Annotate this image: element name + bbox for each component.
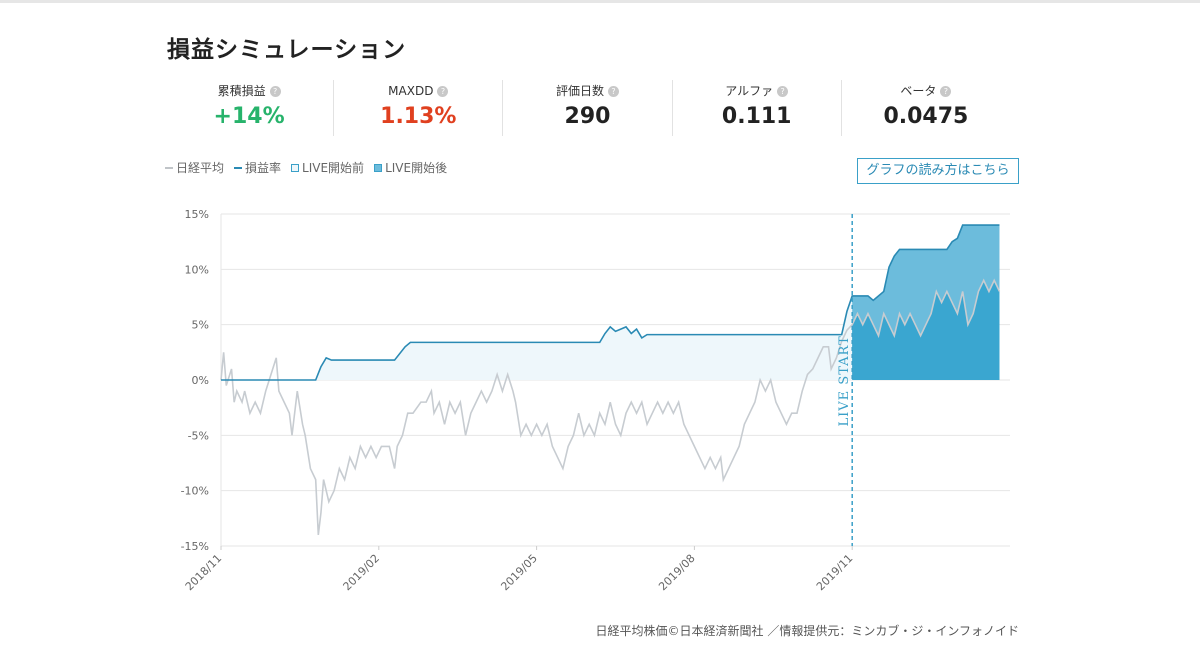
pre-live-area [221, 295, 853, 380]
y-tick-label: 10% [185, 263, 209, 276]
legend-item-nikkei[interactable]: 日経平均 [165, 159, 224, 176]
stat-value: +14% [213, 104, 285, 129]
stat-maxdd: MAXDD? 1.13% [333, 80, 502, 136]
stat-value: 0.111 [721, 104, 792, 129]
help-icon[interactable]: ? [437, 86, 449, 97]
stat-label: 累積損益 [217, 84, 266, 98]
legend-label: LIVE開始後 [385, 161, 448, 175]
legend-swatch [291, 163, 300, 172]
top-border [0, 0, 1200, 3]
x-tick-label: 2019/05 [498, 552, 540, 594]
page-title: 損益シミュレーション [167, 37, 407, 63]
stat-alpha: アルファ? 0.111 [671, 80, 841, 136]
help-icon[interactable]: ? [269, 86, 281, 97]
y-tick-label: 5% [192, 319, 209, 332]
legend-label: 損益率 [245, 161, 282, 175]
y-tick-label: -5% [188, 429, 209, 442]
post-live-benchmark-area [852, 280, 1000, 380]
stat-value: 290 [564, 104, 611, 129]
x-tick-label: 2019/11 [814, 552, 856, 594]
legend-item-profit-rate[interactable]: 損益率 [234, 159, 281, 176]
y-tick-label: 0% [192, 374, 209, 387]
x-tick-label: 2019/08 [656, 552, 698, 594]
stat-beta: ベータ? 0.0475 [840, 80, 1010, 136]
y-tick-label: -10% [181, 485, 209, 498]
x-tick-label: 2018/11 [183, 552, 225, 594]
stat-value: 1.13% [380, 104, 457, 129]
legend-label: LIVE開始前 [302, 161, 365, 175]
x-tick-label: 2019/02 [341, 552, 383, 594]
stats-bar: 累積損益? +14% MAXDD? 1.13% 評価日数? 290 アルファ? … [165, 80, 1010, 136]
legend-swatch [234, 166, 243, 169]
help-icon[interactable]: ? [608, 86, 620, 97]
help-icon[interactable]: ? [940, 86, 952, 97]
live-start-label: LIVE START [837, 335, 852, 426]
legend-label: 日経平均 [176, 161, 225, 175]
legend-item-pre-live[interactable]: LIVE開始前 [291, 159, 364, 176]
legend-swatch [374, 163, 383, 172]
stat-value: 0.0475 [883, 104, 969, 129]
stat-label: ベータ [900, 84, 937, 98]
chart-legend: 日経平均 損益率 LIVE開始前 LIVE開始後 [165, 159, 447, 176]
stat-label: MAXDD [388, 84, 434, 98]
profit-rate-line [221, 224, 1000, 381]
chart-guide-button[interactable]: グラフの読み方はこちら [857, 158, 1019, 184]
y-tick-label: 15% [185, 208, 209, 221]
nikkei-line [220, 278, 1001, 536]
legend-swatch [165, 166, 173, 169]
simulation-chart: 15% 10% 5% 0% -5% -10% -15%2018/11 2019/02 2019/… [181, 208, 1010, 594]
stat-label: アルファ [725, 84, 774, 98]
stat-cumulative-pnl: 累積損益? +14% [165, 80, 333, 136]
stat-evaluation-days: 評価日数? 290 [502, 80, 671, 136]
stat-label: 評価日数 [556, 84, 605, 98]
y-tick-label: -15% [181, 540, 209, 553]
legend-item-post-live[interactable]: LIVE開始後 [374, 159, 447, 176]
data-source-credit: 日経平均株価©日本経済新聞社 ／情報提供元：ミンカブ・ジ・インフォノイド [595, 624, 1019, 638]
help-icon[interactable]: ? [777, 86, 789, 97]
